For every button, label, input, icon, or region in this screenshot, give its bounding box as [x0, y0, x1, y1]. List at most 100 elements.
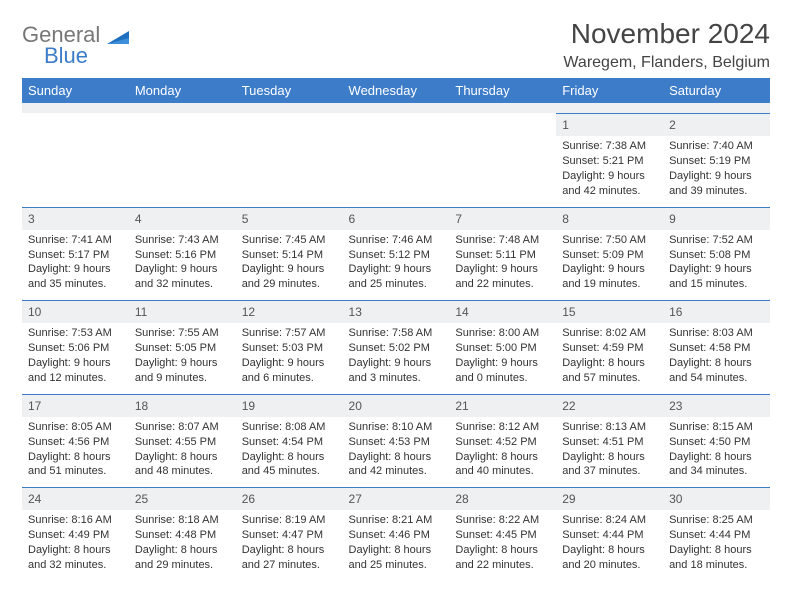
calendar-cell: 3Sunrise: 7:41 AMSunset: 5:17 PMDaylight…: [22, 207, 129, 301]
day-line-d1: Daylight: 8 hours: [242, 450, 337, 465]
weekday-header: Saturday: [663, 78, 770, 103]
day-line-sr: Sunrise: 8:24 AM: [562, 513, 657, 528]
day-line-d1: Daylight: 8 hours: [669, 543, 764, 558]
empty-day: [343, 113, 450, 171]
day-body: Sunrise: 8:19 AMSunset: 4:47 PMDaylight:…: [236, 510, 343, 580]
calendar-cell: [129, 113, 236, 207]
day-line-ss: Sunset: 4:46 PM: [349, 528, 444, 543]
calendar-cell: 13Sunrise: 7:58 AMSunset: 5:02 PMDayligh…: [343, 300, 450, 394]
calendar-cell: 21Sunrise: 8:12 AMSunset: 4:52 PMDayligh…: [449, 394, 556, 488]
empty-day: [22, 113, 129, 171]
day-number: 14: [449, 300, 556, 323]
day-line-ss: Sunset: 4:55 PM: [135, 435, 230, 450]
day-line-d2: and 42 minutes.: [349, 464, 444, 479]
day-line-d1: Daylight: 9 hours: [455, 262, 550, 277]
day-number: 30: [663, 487, 770, 510]
day-line-ss: Sunset: 5:08 PM: [669, 248, 764, 263]
calendar-table: SundayMondayTuesdayWednesdayThursdayFrid…: [22, 78, 770, 581]
day-number: 4: [129, 207, 236, 230]
empty-day: [129, 113, 236, 171]
day-number: 17: [22, 394, 129, 417]
day-line-sr: Sunrise: 8:13 AM: [562, 420, 657, 435]
day-line-ss: Sunset: 4:51 PM: [562, 435, 657, 450]
day-number: 9: [663, 207, 770, 230]
day-line-d1: Daylight: 8 hours: [562, 356, 657, 371]
day-line-sr: Sunrise: 7:46 AM: [349, 233, 444, 248]
day-line-d1: Daylight: 8 hours: [455, 450, 550, 465]
day-line-sr: Sunrise: 8:25 AM: [669, 513, 764, 528]
day-line-d2: and 32 minutes.: [28, 558, 123, 573]
calendar-cell: [236, 113, 343, 207]
calendar-head: SundayMondayTuesdayWednesdayThursdayFrid…: [22, 78, 770, 103]
day-body: Sunrise: 8:22 AMSunset: 4:45 PMDaylight:…: [449, 510, 556, 580]
weekday-header: Thursday: [449, 78, 556, 103]
day-line-d2: and 37 minutes.: [562, 464, 657, 479]
day-body: Sunrise: 7:41 AMSunset: 5:17 PMDaylight:…: [22, 230, 129, 300]
day-line-sr: Sunrise: 8:03 AM: [669, 326, 764, 341]
day-body: Sunrise: 8:00 AMSunset: 5:00 PMDaylight:…: [449, 323, 556, 393]
day-body: Sunrise: 8:25 AMSunset: 4:44 PMDaylight:…: [663, 510, 770, 580]
calendar-cell: [343, 113, 450, 207]
title-block: November 2024 Waregem, Flanders, Belgium: [563, 18, 770, 72]
day-line-sr: Sunrise: 7:41 AM: [28, 233, 123, 248]
day-line-d2: and 27 minutes.: [242, 558, 337, 573]
day-line-d1: Daylight: 9 hours: [135, 356, 230, 371]
day-number: 10: [22, 300, 129, 323]
day-line-ss: Sunset: 4:50 PM: [669, 435, 764, 450]
logo: General Blue: [22, 18, 129, 67]
day-number: 21: [449, 394, 556, 417]
day-number: 3: [22, 207, 129, 230]
day-line-ss: Sunset: 4:53 PM: [349, 435, 444, 450]
calendar-cell: 19Sunrise: 8:08 AMSunset: 4:54 PMDayligh…: [236, 394, 343, 488]
day-line-d1: Daylight: 8 hours: [135, 543, 230, 558]
day-line-ss: Sunset: 4:52 PM: [455, 435, 550, 450]
day-number: 8: [556, 207, 663, 230]
day-line-d1: Daylight: 9 hours: [349, 262, 444, 277]
calendar-cell: 28Sunrise: 8:22 AMSunset: 4:45 PMDayligh…: [449, 487, 556, 581]
calendar-cell: 16Sunrise: 8:03 AMSunset: 4:58 PMDayligh…: [663, 300, 770, 394]
day-line-d2: and 48 minutes.: [135, 464, 230, 479]
day-number: 29: [556, 487, 663, 510]
day-number: 18: [129, 394, 236, 417]
day-number: 25: [129, 487, 236, 510]
day-body: Sunrise: 7:38 AMSunset: 5:21 PMDaylight:…: [556, 136, 663, 206]
day-line-d2: and 54 minutes.: [669, 371, 764, 386]
day-line-d1: Daylight: 8 hours: [669, 450, 764, 465]
calendar-cell: 10Sunrise: 7:53 AMSunset: 5:06 PMDayligh…: [22, 300, 129, 394]
spacer-row: [22, 103, 770, 113]
day-line-d1: Daylight: 9 hours: [562, 169, 657, 184]
day-number: 20: [343, 394, 450, 417]
day-line-ss: Sunset: 5:09 PM: [562, 248, 657, 263]
weekday-header: Friday: [556, 78, 663, 103]
day-body: Sunrise: 8:05 AMSunset: 4:56 PMDaylight:…: [22, 417, 129, 487]
header: General Blue November 2024 Waregem, Flan…: [22, 18, 770, 72]
day-body: Sunrise: 8:16 AMSunset: 4:49 PMDaylight:…: [22, 510, 129, 580]
day-line-d2: and 20 minutes.: [562, 558, 657, 573]
day-line-ss: Sunset: 4:44 PM: [669, 528, 764, 543]
day-line-d1: Daylight: 8 hours: [455, 543, 550, 558]
day-line-d2: and 39 minutes.: [669, 184, 764, 199]
day-line-d1: Daylight: 9 hours: [562, 262, 657, 277]
day-line-ss: Sunset: 4:54 PM: [242, 435, 337, 450]
day-line-d2: and 29 minutes.: [242, 277, 337, 292]
day-line-ss: Sunset: 5:14 PM: [242, 248, 337, 263]
day-line-d2: and 29 minutes.: [135, 558, 230, 573]
day-number: 11: [129, 300, 236, 323]
day-line-ss: Sunset: 5:16 PM: [135, 248, 230, 263]
day-line-d1: Daylight: 8 hours: [562, 450, 657, 465]
calendar-cell: 9Sunrise: 7:52 AMSunset: 5:08 PMDaylight…: [663, 207, 770, 301]
calendar-cell: 12Sunrise: 7:57 AMSunset: 5:03 PMDayligh…: [236, 300, 343, 394]
calendar-cell: 17Sunrise: 8:05 AMSunset: 4:56 PMDayligh…: [22, 394, 129, 488]
day-number: 6: [343, 207, 450, 230]
day-body: Sunrise: 7:57 AMSunset: 5:03 PMDaylight:…: [236, 323, 343, 393]
weekday-row: SundayMondayTuesdayWednesdayThursdayFrid…: [22, 78, 770, 103]
day-line-d2: and 3 minutes.: [349, 371, 444, 386]
day-number: 19: [236, 394, 343, 417]
weekday-header: Tuesday: [236, 78, 343, 103]
calendar-cell: 8Sunrise: 7:50 AMSunset: 5:09 PMDaylight…: [556, 207, 663, 301]
day-line-sr: Sunrise: 7:38 AM: [562, 139, 657, 154]
day-line-sr: Sunrise: 8:18 AM: [135, 513, 230, 528]
day-line-ss: Sunset: 4:48 PM: [135, 528, 230, 543]
day-body: Sunrise: 7:50 AMSunset: 5:09 PMDaylight:…: [556, 230, 663, 300]
day-number: 27: [343, 487, 450, 510]
